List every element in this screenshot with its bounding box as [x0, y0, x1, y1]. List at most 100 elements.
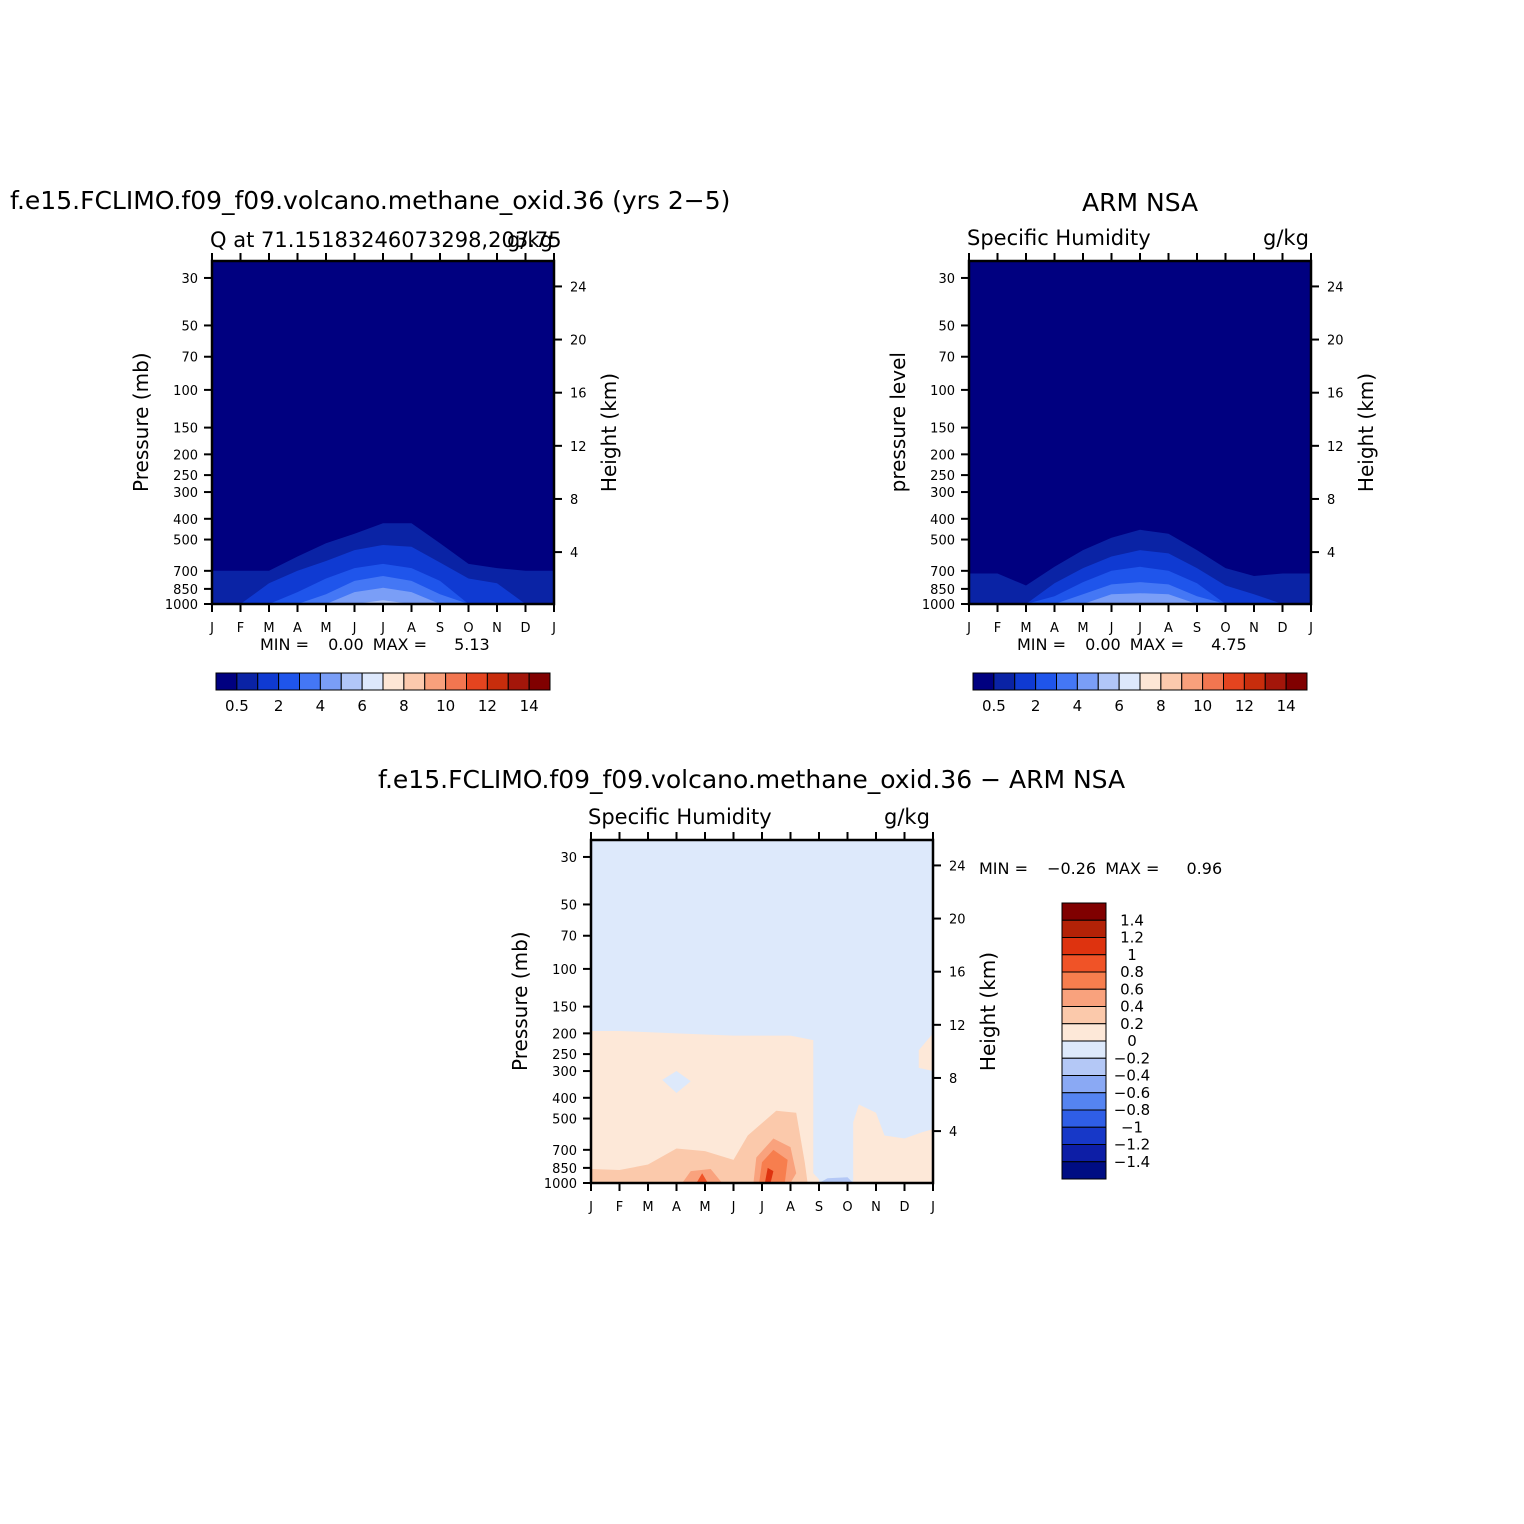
- colorbar-tick-label: −1: [1121, 1118, 1143, 1136]
- height-tick-label: 20: [570, 334, 587, 349]
- month-tick-label: D: [899, 1200, 909, 1215]
- y-axis-label-right: Height (km): [597, 373, 621, 492]
- contour-region-pos02-right: [853, 1104, 933, 1183]
- colorbar-tick-label: 10: [1193, 697, 1212, 715]
- plot3-subtitle-left: Specific Humidity: [588, 805, 772, 829]
- plot2-subtitle-right: g/kg: [1263, 226, 1309, 250]
- pressure-tick-label: 700: [173, 565, 198, 580]
- height-tick-label: 24: [949, 859, 966, 874]
- month-tick-label: N: [871, 1200, 881, 1215]
- pressure-tick-label: 500: [930, 534, 955, 549]
- pressure-tick-label: 500: [552, 1113, 577, 1128]
- pressure-tick-label: 300: [930, 486, 955, 501]
- colorbar-tick-label: −0.6: [1114, 1084, 1150, 1102]
- month-tick-label: J: [1137, 621, 1142, 636]
- colorbar-box: [1061, 1057, 1107, 1076]
- pressure-tick-label: 50: [560, 898, 577, 913]
- pressure-tick-label: 50: [181, 319, 198, 334]
- colorbar-box: [1061, 1109, 1107, 1128]
- month-tick-label: F: [994, 621, 1001, 636]
- colorbar-box: [361, 672, 384, 691]
- month-tick-label: J: [352, 621, 357, 636]
- pressure-tick-label: 150: [930, 422, 955, 437]
- plot1-contours: [212, 261, 554, 604]
- contour-region-pos1-a: [696, 1173, 708, 1183]
- colorbar-box: [299, 672, 321, 691]
- month-tick-label: A: [672, 1200, 681, 1215]
- month-tick-label: J: [380, 621, 385, 636]
- colorbar-box: [486, 672, 509, 691]
- colorbar-tick-label: 4: [316, 697, 326, 715]
- contour-region-pos02-corner: [918, 1033, 933, 1072]
- plot2-max-value: 4.75: [1211, 635, 1247, 654]
- colorbar-tick-label: 4: [1073, 697, 1083, 715]
- colorbar-box: [1056, 672, 1078, 691]
- colorbar-box: [1139, 672, 1162, 691]
- pressure-tick-label: 1000: [165, 598, 198, 613]
- month-tick-label: D: [520, 621, 530, 636]
- colorbar-box: [1061, 1023, 1107, 1042]
- month-tick-label: S: [815, 1200, 823, 1215]
- colorbar-tick-label: 0.5: [982, 697, 1006, 715]
- colorbar-tick-label: −0.4: [1114, 1067, 1150, 1085]
- pressure-tick-label: 500: [173, 534, 198, 549]
- contour-region-pos08: [759, 1149, 788, 1183]
- pressure-tick-label: 150: [552, 1001, 577, 1016]
- colorbar-box: [1118, 672, 1141, 691]
- pressure-tick-label: 70: [560, 930, 577, 945]
- month-tick-label: N: [1249, 621, 1259, 636]
- colorbar-box: [1097, 672, 1120, 691]
- contour-level-4: [969, 593, 1311, 604]
- contour-region-pos1-b: [764, 1167, 774, 1183]
- month-tick-label: J: [588, 1200, 593, 1215]
- colorbar-box: [1264, 672, 1287, 691]
- colorbar-tick-label: 0: [1127, 1032, 1137, 1050]
- plot1-colorbar: 0.5 2 4 6 8 10 12 14: [215, 672, 551, 715]
- colorbar-box: [278, 672, 300, 691]
- month-tick-label: J: [731, 1200, 736, 1215]
- colorbar-box: [1061, 1006, 1107, 1025]
- colorbar-tick-label: 1: [1127, 946, 1137, 964]
- pressure-tick-label: 200: [930, 448, 955, 463]
- colorbar-box: [993, 672, 1016, 691]
- colorbar-tick-label: 12: [478, 697, 497, 715]
- height-tick-label: 12: [949, 1019, 966, 1034]
- plot2-min-value: 0.00: [1085, 635, 1121, 654]
- plot3-min-label: MIN =: [979, 859, 1028, 878]
- contour-region-pos04: [591, 1110, 808, 1183]
- plot2-min-label: MIN =: [1017, 635, 1066, 654]
- plot3-axes: J F M A M J J A S O N D J 30 50 70 100 150 200 250 300 400 500…: [508, 832, 1000, 1215]
- plot1-max-label: MAX =: [372, 635, 427, 654]
- colorbar-box: [466, 672, 488, 691]
- pressure-tick-label: 700: [930, 565, 955, 580]
- colorbar-tick-label: 2: [274, 697, 284, 715]
- month-tick-label: N: [492, 621, 502, 636]
- colorbar-tick-label: 12: [1235, 697, 1254, 715]
- height-tick-label: 8: [949, 1072, 957, 1087]
- month-tick-label: A: [786, 1200, 795, 1215]
- month-tick-label: J: [1109, 621, 1114, 636]
- colorbar-tick-label: 10: [436, 697, 455, 715]
- month-tick-label: J: [759, 1200, 764, 1215]
- colorbar-box: [445, 672, 467, 691]
- y-axis-label-right: Height (km): [1354, 373, 1378, 492]
- plot3-subtitle-right: g/kg: [884, 805, 930, 829]
- colorbar-box: [507, 672, 530, 691]
- colorbar-box: [1061, 1144, 1107, 1163]
- pressure-tick-label: 200: [173, 448, 198, 463]
- contour-region-neg04: [819, 1177, 854, 1183]
- colorbar-tick-label: 0.4: [1120, 998, 1144, 1016]
- colorbar-tick-label: −0.8: [1114, 1101, 1150, 1119]
- y-axis-label: pressure level: [886, 352, 910, 492]
- height-tick-label: 20: [949, 913, 966, 928]
- colorbar-box: [1181, 672, 1204, 691]
- month-tick-label: A: [1050, 621, 1059, 636]
- pressure-tick-label: 1000: [544, 1177, 577, 1192]
- pressure-tick-label: 50: [938, 319, 955, 334]
- contour-region-neg02-hole: [662, 1071, 691, 1094]
- month-tick-label: M: [699, 1200, 710, 1215]
- pressure-tick-label: 850: [930, 583, 955, 598]
- pressure-tick-label: 150: [173, 422, 198, 437]
- colorbar-box: [340, 672, 363, 691]
- plot3-title: f.e15.FCLIMO.f09_f09.volcano.methane_oxi…: [378, 765, 1126, 794]
